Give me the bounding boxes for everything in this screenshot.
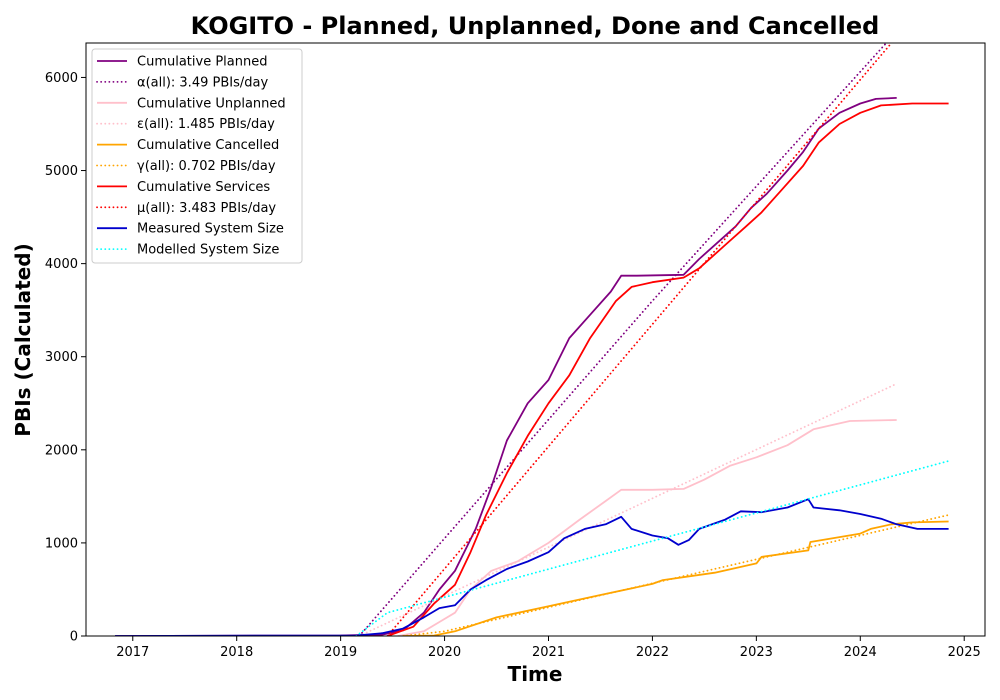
legend-label: Cumulative Cancelled (137, 138, 279, 153)
series-line-all-3-483-pbis-day (386, 43, 893, 636)
x-tick-label: 2025 (948, 645, 981, 660)
legend-label: Cumulative Services (137, 180, 270, 195)
legend-item-all-3-49-pbis-day: α(all): 3.49 PBIs/day (96, 75, 268, 90)
y-tick-label: 5000 (45, 164, 78, 179)
legend-frame (91, 48, 303, 264)
x-tick-label: 2023 (740, 645, 773, 660)
legend-label: Cumulative Planned (137, 55, 267, 70)
y-tick-label: 0 (70, 630, 78, 645)
series-line-cumulative-cancelled (402, 520, 949, 636)
y-tick-label: 1000 (45, 536, 78, 551)
x-tick-label: 2017 (116, 645, 149, 660)
legend-label: γ(all): 0.702 PBIs/day (137, 159, 276, 174)
series-layer (115, 43, 950, 636)
legend-item-cumulative-cancelled: Cumulative Cancelled (97, 138, 279, 153)
y-tick-label: 4000 (45, 257, 78, 272)
x-axis-label: Time (508, 662, 563, 686)
legend-label: Modelled System Size (137, 243, 279, 258)
legend: Cumulative Planned α(all): 3.49 PBIs/day C… (91, 48, 303, 264)
legend-item-all-3-483-pbis-day: μ(all): 3.483 PBIs/day (96, 201, 276, 216)
legend-item-cumulative-unplanned: Cumulative Unplanned (97, 96, 286, 111)
legend-item-cumulative-planned: Cumulative Planned (97, 55, 267, 70)
legend-item-measured-system-size: Measured System Size (97, 222, 284, 237)
legend-item-all-0-702-pbis-day: γ(all): 0.702 PBIs/day (96, 159, 276, 174)
plot-area: 2017 2018 2019 2020 2021 2022 2023 2024 2025 0 10… (45, 42, 986, 660)
series-line-cumulative-unplanned (397, 419, 897, 636)
series-line-all-0-702-pbis-day (402, 514, 950, 636)
legend-label: μ(all): 3.483 PBIs/day (137, 201, 276, 216)
x-tick-label: 2022 (636, 645, 669, 660)
x-tick-label: 2021 (532, 645, 565, 660)
legend-label: ε(all): 1.485 PBIs/day (137, 117, 275, 132)
legend-label: α(all): 3.49 PBIs/day (137, 75, 268, 90)
x-axis-ticks: 2017 2018 2019 2020 2021 2022 2023 2024 2025 (116, 636, 981, 660)
x-tick-label: 2020 (428, 645, 461, 660)
y-tick-label: 6000 (45, 71, 78, 86)
series-line-cumulative-planned (115, 97, 897, 636)
y-tick-label: 3000 (45, 350, 78, 365)
legend-item-modelled-system-size: Modelled System Size (96, 243, 279, 258)
legend-item-all-1-485-pbis-day: ε(all): 1.485 PBIs/day (96, 117, 275, 132)
legend-item-cumulative-services: Cumulative Services (97, 180, 270, 195)
y-axis-ticks: 0 1000 2000 3000 4000 5000 6000 (45, 71, 86, 645)
y-tick-label: 2000 (45, 443, 78, 458)
plot-frame (85, 42, 986, 637)
legend-label: Cumulative Unplanned (137, 96, 286, 111)
series-line-all-1-485-pbis-day (358, 382, 898, 636)
series-line-modelled-system-size (355, 460, 950, 636)
y-axis-label: PBIs (Calculated) (11, 243, 35, 436)
series-line-measured-system-size (115, 498, 949, 636)
chart-title: KOGITO - Planned, Unplanned, Done and Ca… (191, 12, 880, 40)
series-line-all-3-49-pbis-day (358, 43, 888, 636)
x-tick-label: 2024 (844, 645, 877, 660)
x-tick-label: 2019 (324, 645, 357, 660)
legend-label: Measured System Size (137, 222, 284, 237)
x-tick-label: 2018 (220, 645, 253, 660)
legend-items: Cumulative Planned α(all): 3.49 PBIs/day C… (96, 55, 286, 258)
series-line-cumulative-services (387, 102, 949, 636)
